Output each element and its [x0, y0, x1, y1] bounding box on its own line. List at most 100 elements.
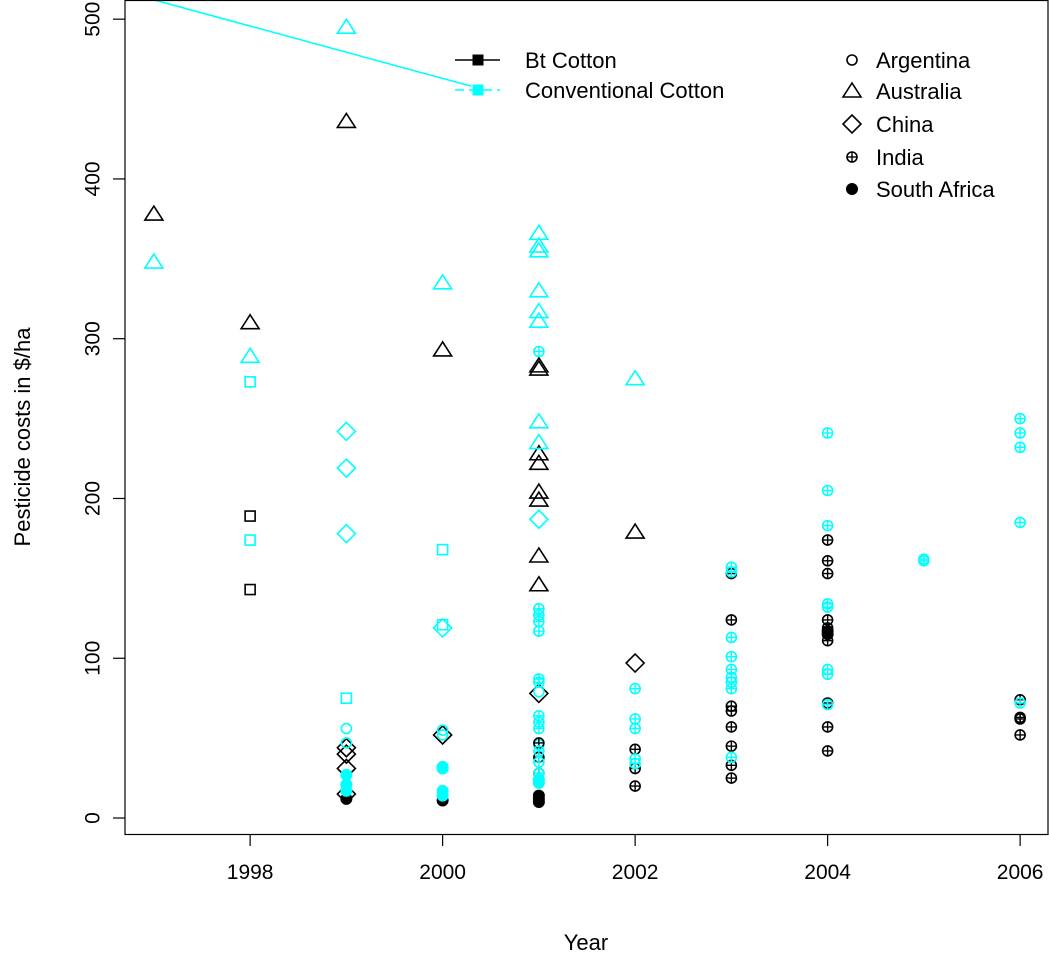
y-tick-label: 400	[82, 161, 105, 196]
point-bt-india	[630, 744, 640, 754]
point-conventional-south-africa	[437, 763, 448, 774]
point-bt-argentina	[245, 511, 255, 521]
legend-label: Argentina	[876, 48, 971, 73]
point-bt-australia	[241, 315, 259, 329]
legend-item-india: India	[847, 145, 924, 170]
point-bt-australia	[530, 577, 548, 591]
point-bt-australia	[530, 455, 548, 469]
point-conventional-india	[726, 652, 736, 662]
point-conventional-india	[726, 567, 736, 577]
point-conventional-argentina	[438, 545, 448, 555]
legend-label: Australia	[876, 79, 962, 104]
point-conventional-india	[534, 617, 544, 627]
point-conventional-china	[337, 525, 355, 543]
legend-label: Bt Cotton	[525, 48, 617, 73]
point-bt-india	[823, 535, 833, 545]
point-conventional-india	[534, 746, 544, 756]
y-tick-label: 300	[82, 321, 105, 356]
y-tick-label: 0	[82, 812, 105, 824]
plot-area	[145, 19, 1025, 807]
point-conventional-australia	[241, 348, 259, 362]
legend-marker	[847, 184, 858, 195]
y-tick-label: 200	[82, 481, 105, 516]
point-conventional-argentina	[341, 724, 351, 734]
point-conventional-argentina	[341, 693, 351, 703]
point-conventional-india	[726, 752, 736, 762]
point-conventional-india	[823, 602, 833, 612]
point-conventional-south-africa	[533, 777, 544, 788]
point-conventional-australia	[145, 254, 163, 268]
point-conventional-india	[534, 724, 544, 734]
point-bt-india	[1015, 714, 1025, 724]
connector-line	[125, 0, 472, 86]
point-conventional-india	[1015, 428, 1025, 438]
point-bt-australia	[337, 113, 355, 127]
point-conventional-argentina	[534, 687, 544, 697]
point-bt-india	[726, 615, 736, 625]
point-conventional-india	[823, 700, 833, 710]
point-conventional-australia	[530, 414, 548, 428]
point-bt-india	[630, 781, 640, 791]
point-conventional-india	[726, 632, 736, 642]
point-conventional-australia	[530, 238, 548, 252]
point-conventional-india	[823, 485, 833, 495]
x-tick-label: 1998	[227, 861, 274, 884]
point-conventional-australia	[530, 243, 548, 257]
point-conventional-argentina	[245, 535, 255, 545]
point-conventional-china	[530, 510, 548, 528]
point-conventional-australia	[434, 275, 452, 289]
point-bt-australia	[434, 342, 452, 356]
point-conventional-india	[534, 757, 544, 767]
point-conventional-australia	[626, 371, 644, 385]
legend-label: South Africa	[876, 177, 995, 202]
legend-marker	[843, 115, 861, 133]
legend-marker	[473, 85, 483, 95]
point-conventional-india	[630, 759, 640, 769]
x-tick-label: 2006	[997, 861, 1044, 884]
legend-item-argentina: Argentina	[847, 48, 971, 73]
point-conventional-south-africa	[341, 785, 352, 796]
point-bt-australia	[626, 524, 644, 538]
y-tick-label: 100	[82, 641, 105, 676]
point-conventional-india	[630, 684, 640, 694]
legend-marker	[847, 55, 857, 65]
point-conventional-india	[823, 521, 833, 531]
point-bt-south-africa	[822, 629, 833, 640]
legend-marker	[847, 152, 857, 162]
x-tick-label: 2002	[612, 861, 659, 884]
point-conventional-india	[534, 626, 544, 636]
x-axis-label: Year	[564, 930, 608, 955]
point-conventional-china	[434, 619, 452, 637]
point-conventional-india	[630, 714, 640, 724]
point-conventional-india	[630, 724, 640, 734]
point-conventional-india	[1015, 442, 1025, 452]
y-tick-label: 500	[82, 2, 105, 37]
point-bt-india	[823, 556, 833, 566]
point-bt-australia	[145, 206, 163, 220]
legend-label: India	[876, 145, 924, 170]
point-bt-india	[823, 569, 833, 579]
point-conventional-argentina	[438, 620, 448, 630]
legend-marker	[473, 55, 483, 65]
legend-item-china: China	[843, 112, 934, 137]
point-conventional-australia	[530, 313, 548, 327]
point-bt-india	[726, 773, 736, 783]
point-bt-china	[626, 654, 644, 672]
point-conventional-india	[823, 669, 833, 679]
point-conventional-india	[534, 346, 544, 356]
point-conventional-china	[337, 459, 355, 477]
x-tick-label: 2000	[419, 861, 466, 884]
point-bt-india	[1015, 730, 1025, 740]
legend-item-bt: Bt Cotton	[455, 48, 617, 73]
point-bt-india	[726, 741, 736, 751]
point-conventional-australia	[530, 304, 548, 318]
legend-label: China	[876, 112, 934, 137]
legend-marker	[843, 83, 861, 97]
point-bt-india	[823, 746, 833, 756]
point-conventional-australia	[337, 19, 355, 33]
x-tick-label: 2004	[804, 861, 851, 884]
point-conventional-argentina	[245, 377, 255, 387]
legend-item-australia: Australia	[843, 79, 962, 104]
legend-item-conventional: Conventional Cotton	[455, 78, 724, 103]
point-conventional-australia	[530, 283, 548, 297]
